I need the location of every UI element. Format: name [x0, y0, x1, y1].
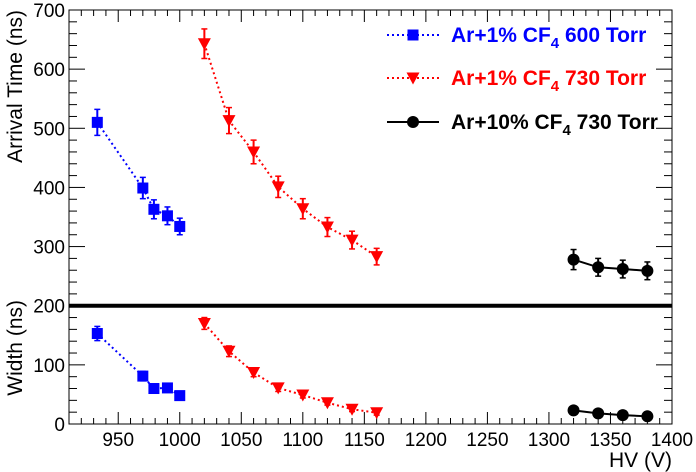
- x-tick-label: 1050: [220, 430, 262, 451]
- data-point-arrival: [320, 221, 334, 234]
- x-tick-label: 1350: [589, 430, 631, 451]
- series-2: [567, 248, 654, 423]
- data-point-width: [567, 404, 580, 417]
- data-point-arrival: [174, 220, 186, 232]
- data-point-width: [320, 397, 334, 410]
- data-point-arrival: [197, 38, 211, 51]
- legend-marker: [407, 29, 419, 41]
- x-tick-label: 950: [102, 430, 134, 451]
- series-line-width: [203, 322, 377, 414]
- y-tick-label: 500: [33, 119, 65, 140]
- series-layer: [91, 28, 654, 423]
- series-line-arrival: [203, 43, 378, 258]
- legend-entry: Ar+10% CF4 730 Torr: [451, 111, 658, 139]
- legend-text-prefix: Ar+1% CF: [451, 24, 551, 47]
- data-point-width: [370, 407, 384, 420]
- legend-text-subscript: 4: [551, 35, 560, 52]
- data-point-arrival: [247, 146, 261, 159]
- legend-marker: [406, 72, 420, 85]
- data-point-arrival: [370, 251, 384, 264]
- legend-marker: [407, 116, 419, 128]
- data-point-arrival: [222, 115, 236, 128]
- data-point-width: [174, 390, 186, 402]
- x-tick-label: 1100: [282, 430, 323, 451]
- data-point-arrival: [567, 253, 580, 266]
- series-line-arrival: [573, 258, 648, 272]
- data-point-arrival: [296, 203, 310, 216]
- y-tick-label: 700: [33, 1, 65, 22]
- legend-entry: Ar+1% CF4 600 Torr: [451, 24, 646, 52]
- data-point-width: [592, 407, 605, 420]
- legend-text-subscript: 4: [551, 78, 560, 95]
- legend-text-prefix: Ar+10% CF: [451, 111, 563, 134]
- legend-text-prefix: Ar+1% CF: [451, 67, 551, 90]
- data-point-arrival: [616, 263, 629, 276]
- data-point-arrival: [592, 261, 605, 274]
- x-axis-title: HV (V): [609, 449, 672, 472]
- plot-frame: [68, 9, 673, 425]
- y-tick-label: 400: [33, 178, 65, 199]
- x-tick-label: 1200: [405, 430, 447, 451]
- y-tick-label: 0: [54, 415, 65, 436]
- series-line-width: [96, 332, 181, 397]
- data-point-arrival: [161, 210, 173, 222]
- data-point-arrival: [641, 264, 654, 277]
- data-point-width: [91, 328, 103, 340]
- y-tick-labels: 0 100 200 300 400 500 600 700: [33, 1, 65, 436]
- x-tick-label: 1150: [344, 430, 385, 451]
- data-point-width: [247, 367, 261, 380]
- data-point-arrival: [91, 116, 103, 128]
- x-tick-label: 1000: [159, 430, 201, 451]
- axis-ticks: [69, 9, 673, 425]
- data-point-arrival: [137, 182, 149, 194]
- legend-text-suffix: 730 Torr: [571, 111, 658, 134]
- legend-text-suffix: 600 Torr: [559, 24, 646, 47]
- legend-entry: Ar+1% CF4 730 Torr: [451, 67, 646, 95]
- y-axis-title-bottom: Width (ns): [4, 300, 27, 396]
- data-point-arrival: [345, 234, 359, 247]
- x-tick-label: 1400: [651, 430, 693, 451]
- series-line-width: [573, 409, 648, 418]
- legend-text-subscript: 4: [562, 122, 571, 139]
- x-tick-label: 1300: [528, 430, 570, 451]
- y-tick-label: 300: [33, 238, 65, 259]
- data-point-width: [271, 382, 285, 395]
- series-0: [91, 108, 186, 402]
- y-tick-label: 100: [33, 356, 65, 377]
- data-point-arrival: [148, 203, 160, 215]
- x-tick-label: 1250: [466, 430, 508, 451]
- data-point-width: [148, 383, 160, 395]
- data-point-width: [641, 410, 654, 423]
- data-point-width: [222, 345, 236, 358]
- data-point-width: [345, 403, 359, 416]
- y-axis-title-top: Arrival Time (ns): [4, 10, 27, 163]
- y-tick-label: 600: [33, 60, 65, 81]
- data-point-width: [197, 317, 211, 330]
- data-point-width: [616, 409, 629, 422]
- data-point-arrival: [271, 181, 285, 194]
- legend-text-suffix: 730 Torr: [559, 67, 646, 90]
- data-point-width: [296, 389, 310, 402]
- data-point-width: [161, 382, 173, 394]
- series-1: [197, 28, 384, 420]
- y-tick-label: 200: [33, 297, 65, 318]
- x-tick-labels: 950 1000 1050 1100 1150 1200 1250 1300 1350 1400: [102, 430, 693, 451]
- data-point-width: [137, 370, 149, 382]
